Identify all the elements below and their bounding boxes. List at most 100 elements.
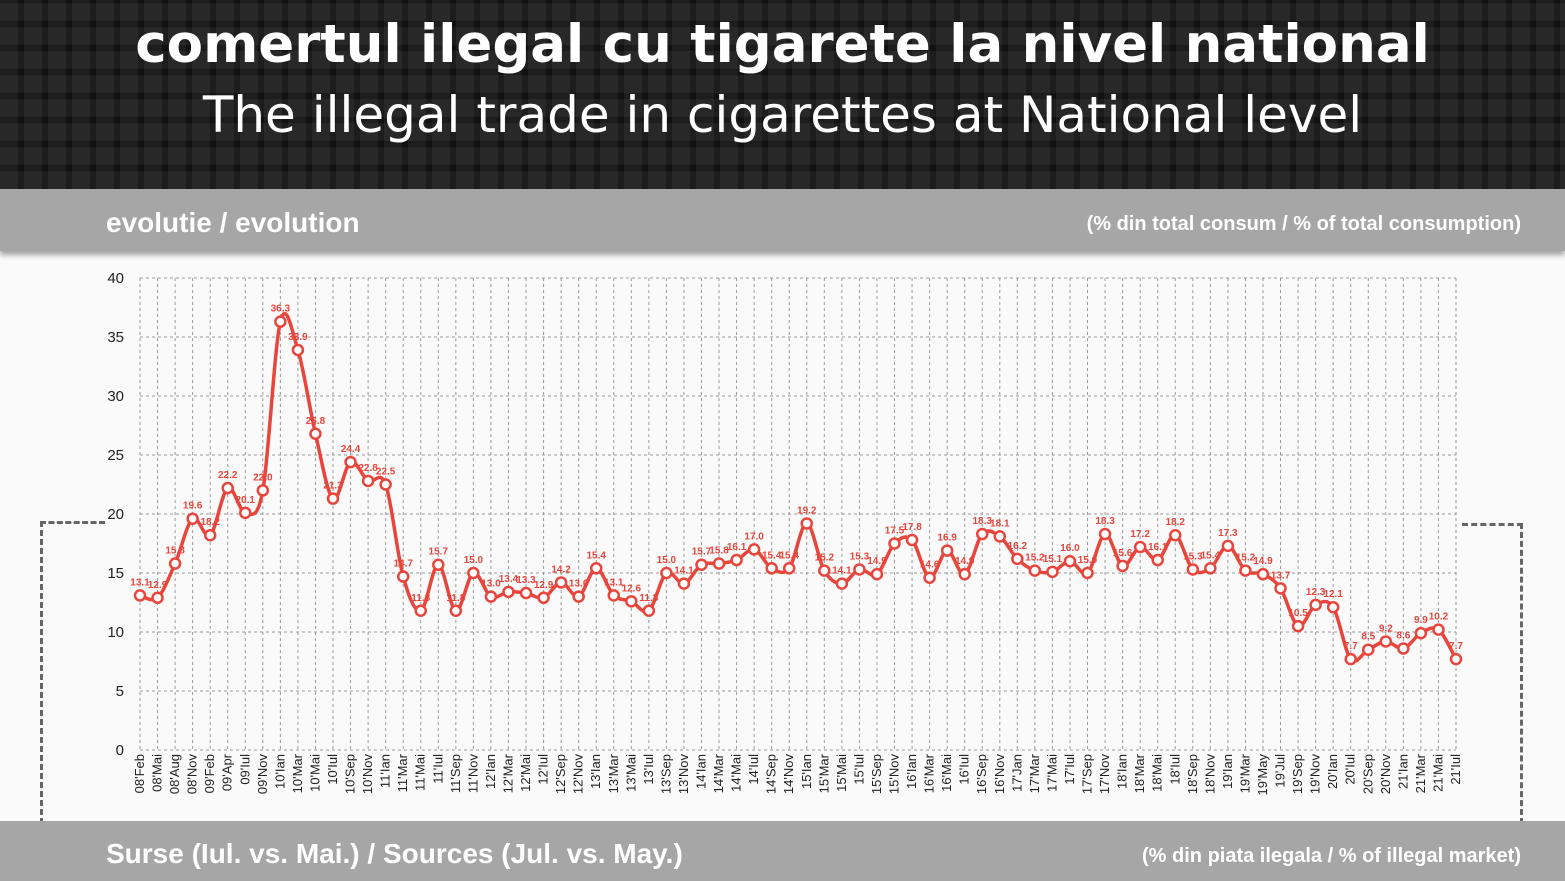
title-romanian: comertul ilegal cu tigarete la nivel nat… xyxy=(135,14,1430,75)
data-label: 24.4 xyxy=(341,444,361,455)
data-point xyxy=(1414,626,1428,640)
data-point xyxy=(642,604,656,618)
data-point xyxy=(537,591,550,605)
x-tick-label: 18'Mai xyxy=(1150,754,1165,792)
data-point xyxy=(502,585,515,599)
data-point xyxy=(379,478,392,491)
x-tick-label: 15'Sep xyxy=(869,754,884,794)
x-tick-label: 17'Iul xyxy=(1062,754,1077,785)
data-label: 10.2 xyxy=(1429,612,1449,623)
data-label: 14.9 xyxy=(955,556,975,567)
x-tick-label: 14'Mar xyxy=(711,753,726,793)
data-point xyxy=(730,553,743,567)
data-point xyxy=(1397,642,1410,655)
data-label: 14.1 xyxy=(674,566,694,577)
x-tick-label: 08'Nov xyxy=(185,754,200,795)
data-point xyxy=(818,564,831,577)
data-point xyxy=(1291,619,1305,633)
x-tick-label: 16'Iul xyxy=(957,754,972,785)
x-tick-label: 09'Feb xyxy=(202,754,217,793)
data-label: 11.8 xyxy=(446,593,465,604)
data-point xyxy=(151,591,164,605)
data-point xyxy=(572,590,585,603)
data-label: 12.6 xyxy=(622,583,642,594)
x-tick-label: 12'Sep xyxy=(553,754,568,794)
data-point xyxy=(221,481,234,495)
data-point xyxy=(1256,567,1270,581)
data-point xyxy=(905,533,919,547)
data-label: 15.2 xyxy=(815,553,835,564)
data-label: 15.0 xyxy=(1078,555,1098,566)
data-point xyxy=(975,527,989,541)
data-label: 13.0 xyxy=(569,579,589,590)
x-tick-label: 13'Ian xyxy=(588,754,603,789)
x-tick-label: 13'Mai xyxy=(623,754,638,792)
x-tick-label: 20'Nov xyxy=(1378,754,1393,795)
x-tick-label: 13'Sep xyxy=(658,754,673,794)
data-point xyxy=(853,563,866,576)
data-label: 13.1 xyxy=(130,577,150,588)
data-point xyxy=(467,566,480,580)
data-point xyxy=(765,562,778,575)
x-tick-label: 10'Ian xyxy=(272,754,287,789)
x-tick-label: 19'Nov xyxy=(1308,754,1323,795)
data-label: 15.4 xyxy=(1201,550,1221,561)
data-point xyxy=(1046,565,1059,579)
data-point xyxy=(1432,623,1445,636)
x-tick-label: 10'Sep xyxy=(343,754,358,794)
data-label: 22.8 xyxy=(358,463,378,474)
data-point xyxy=(1133,540,1147,554)
x-tick-label: 18'Sep xyxy=(1185,754,1200,794)
data-point xyxy=(747,543,761,556)
data-point xyxy=(361,474,375,488)
data-label: 13.0 xyxy=(481,579,501,590)
data-label: 22.5 xyxy=(376,467,396,478)
line-chart: 0 5 10 15 20 25 30 35 40 08'Feb 08'Mai 08'Aug 08'Nov… xyxy=(107,270,1463,796)
y-tick-label: 35 xyxy=(107,329,124,346)
data-point xyxy=(344,455,357,469)
data-label: 16.2 xyxy=(1008,541,1028,552)
data-point xyxy=(923,571,936,584)
data-label: 15.4 xyxy=(762,550,782,561)
bracket-left xyxy=(40,521,105,824)
y-tick-label: 25 xyxy=(107,447,124,464)
data-point xyxy=(396,570,410,583)
section-title-sources: Surse (Iul. vs. Mai.) / Sources (Jul. vs… xyxy=(106,838,683,869)
data-point xyxy=(677,577,691,590)
y-tick-label: 30 xyxy=(107,388,124,405)
data-point xyxy=(1379,635,1393,648)
x-tick-label: 14'Mai xyxy=(729,754,744,792)
data-label: 9.2 xyxy=(1379,623,1393,634)
data-label: 14.1 xyxy=(832,566,852,577)
data-label: 17.0 xyxy=(744,531,764,542)
x-tick-label: 15'Nov xyxy=(887,754,902,795)
data-point xyxy=(589,562,603,575)
data-label: 14.2 xyxy=(551,564,571,575)
data-point xyxy=(203,528,217,542)
y-tick-label: 5 xyxy=(116,683,124,700)
data-label: 15.4 xyxy=(779,550,799,561)
x-tick-label: 10'Nov xyxy=(360,754,375,795)
x-tick-label: 18'Nov xyxy=(1202,754,1217,795)
data-label: 15.0 xyxy=(464,555,484,566)
x-tick-label: 16'Mai xyxy=(939,754,954,792)
y-tick-label: 15 xyxy=(107,565,124,582)
data-label: 17.3 xyxy=(1218,528,1238,539)
x-tick-label: 11'Iul xyxy=(430,754,445,784)
x-tick-label: 19'Jul xyxy=(1273,754,1288,788)
x-tick-label: 21'Iul xyxy=(1448,754,1463,785)
data-point xyxy=(133,589,147,602)
data-label: 14.7 xyxy=(393,559,413,570)
x-tick-label: 21'Ian xyxy=(1395,754,1410,789)
y-tick-label: 40 xyxy=(107,270,124,287)
data-point xyxy=(326,492,340,505)
data-label: 16.0 xyxy=(1060,543,1080,554)
section-unit-evolution: (% din total consum / % of total consump… xyxy=(1086,213,1521,235)
data-label: 19.6 xyxy=(183,501,203,512)
data-point xyxy=(256,484,270,497)
title-english: The illegal trade in cigarettes at Natio… xyxy=(202,86,1363,144)
data-point xyxy=(660,566,673,580)
header-banner: comertul ilegal cu tigarete la nivel nat… xyxy=(0,0,1565,189)
bracket-right xyxy=(1462,523,1523,824)
data-label: 15.1 xyxy=(1043,554,1063,565)
